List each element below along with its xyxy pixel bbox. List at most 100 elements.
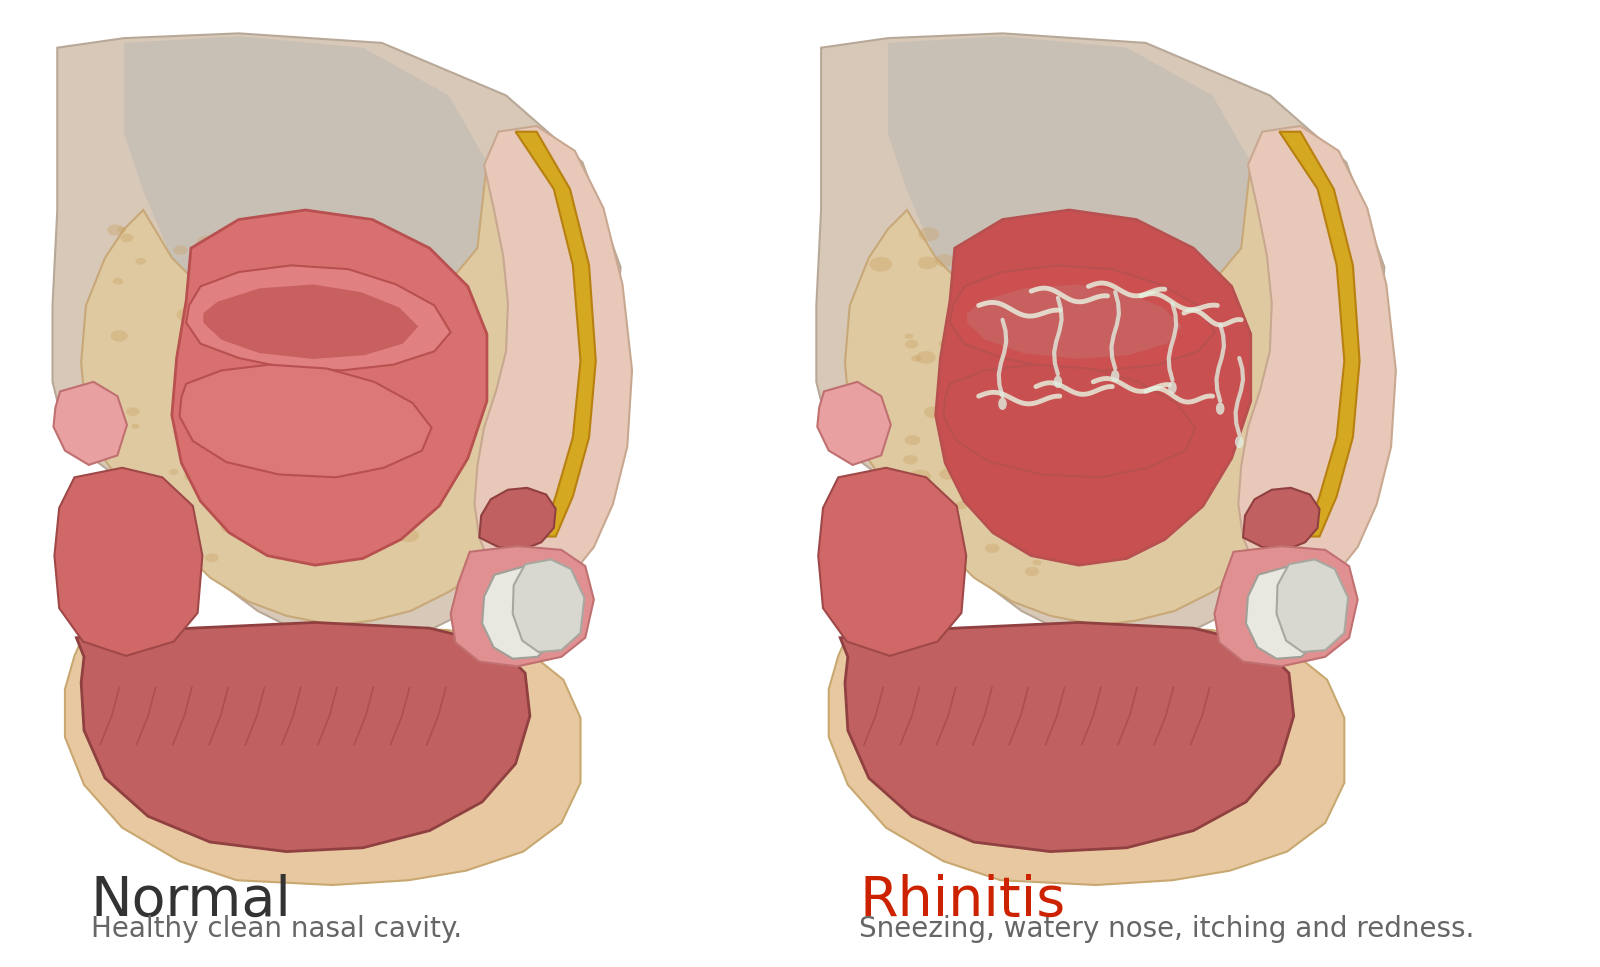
- Ellipse shape: [918, 227, 939, 241]
- Ellipse shape: [904, 334, 914, 339]
- Ellipse shape: [304, 533, 325, 546]
- Polygon shape: [451, 546, 594, 666]
- Ellipse shape: [120, 234, 133, 242]
- Ellipse shape: [142, 564, 166, 579]
- Ellipse shape: [117, 226, 126, 233]
- Ellipse shape: [938, 417, 957, 429]
- Ellipse shape: [1138, 446, 1157, 459]
- Polygon shape: [82, 133, 592, 626]
- Ellipse shape: [1032, 560, 1042, 566]
- Ellipse shape: [213, 416, 232, 427]
- Ellipse shape: [976, 242, 992, 251]
- Polygon shape: [171, 210, 486, 565]
- Ellipse shape: [173, 246, 187, 254]
- Polygon shape: [512, 560, 584, 652]
- Polygon shape: [53, 382, 126, 465]
- Ellipse shape: [309, 338, 317, 343]
- Ellipse shape: [902, 454, 918, 464]
- Ellipse shape: [1117, 491, 1128, 499]
- Ellipse shape: [269, 546, 290, 560]
- Polygon shape: [475, 126, 632, 590]
- Ellipse shape: [917, 351, 936, 364]
- Ellipse shape: [1110, 370, 1120, 382]
- Ellipse shape: [1104, 530, 1117, 538]
- Ellipse shape: [939, 469, 957, 480]
- Ellipse shape: [346, 555, 354, 560]
- Ellipse shape: [1107, 292, 1120, 300]
- Ellipse shape: [146, 479, 158, 487]
- Ellipse shape: [982, 459, 1003, 474]
- Text: Healthy clean nasal cavity.: Healthy clean nasal cavity.: [91, 915, 462, 943]
- Ellipse shape: [306, 538, 325, 549]
- Ellipse shape: [986, 543, 1000, 553]
- Ellipse shape: [398, 529, 419, 542]
- Polygon shape: [1243, 487, 1320, 550]
- Ellipse shape: [965, 425, 979, 433]
- Ellipse shape: [283, 398, 296, 406]
- Ellipse shape: [294, 540, 312, 551]
- Polygon shape: [1238, 126, 1395, 590]
- Polygon shape: [186, 265, 451, 370]
- Ellipse shape: [261, 508, 274, 517]
- Ellipse shape: [243, 305, 256, 313]
- Ellipse shape: [250, 361, 269, 373]
- Ellipse shape: [400, 493, 416, 504]
- Ellipse shape: [925, 406, 942, 419]
- Ellipse shape: [261, 466, 285, 481]
- Ellipse shape: [131, 424, 139, 429]
- Ellipse shape: [984, 228, 1002, 240]
- Ellipse shape: [107, 224, 125, 236]
- Ellipse shape: [400, 468, 408, 474]
- Polygon shape: [888, 36, 1251, 335]
- Polygon shape: [936, 210, 1251, 565]
- Ellipse shape: [115, 474, 130, 484]
- Ellipse shape: [950, 292, 970, 304]
- Ellipse shape: [1013, 494, 1022, 500]
- Polygon shape: [845, 133, 1355, 626]
- Ellipse shape: [1147, 238, 1155, 244]
- Ellipse shape: [1106, 344, 1125, 357]
- Ellipse shape: [906, 339, 918, 348]
- Ellipse shape: [942, 351, 962, 363]
- Ellipse shape: [1155, 479, 1174, 490]
- Ellipse shape: [1029, 381, 1043, 391]
- Ellipse shape: [912, 529, 933, 542]
- Ellipse shape: [400, 250, 414, 259]
- Polygon shape: [816, 33, 1384, 639]
- Ellipse shape: [136, 539, 155, 550]
- Ellipse shape: [1168, 381, 1176, 394]
- Ellipse shape: [293, 353, 312, 366]
- Ellipse shape: [909, 470, 931, 484]
- Ellipse shape: [184, 472, 198, 482]
- Ellipse shape: [1093, 415, 1109, 425]
- Ellipse shape: [938, 414, 954, 425]
- Ellipse shape: [1107, 493, 1122, 503]
- Ellipse shape: [931, 566, 952, 579]
- Ellipse shape: [918, 256, 938, 269]
- Ellipse shape: [1216, 402, 1224, 415]
- Ellipse shape: [386, 423, 403, 433]
- Ellipse shape: [986, 375, 1005, 388]
- Ellipse shape: [110, 331, 128, 341]
- Ellipse shape: [918, 522, 928, 528]
- Ellipse shape: [982, 432, 997, 440]
- Ellipse shape: [1026, 567, 1040, 576]
- Ellipse shape: [906, 435, 920, 445]
- Ellipse shape: [261, 372, 270, 379]
- Ellipse shape: [947, 366, 970, 381]
- Ellipse shape: [381, 507, 405, 522]
- Ellipse shape: [998, 397, 1006, 410]
- Ellipse shape: [1120, 265, 1134, 275]
- Polygon shape: [480, 487, 555, 550]
- Ellipse shape: [170, 469, 178, 475]
- Ellipse shape: [1160, 235, 1168, 240]
- Ellipse shape: [1136, 238, 1149, 246]
- Ellipse shape: [1053, 375, 1062, 388]
- Polygon shape: [203, 284, 418, 359]
- Ellipse shape: [869, 257, 893, 272]
- Polygon shape: [1246, 566, 1325, 659]
- Ellipse shape: [1038, 342, 1061, 356]
- Polygon shape: [515, 132, 595, 537]
- Ellipse shape: [326, 433, 349, 447]
- Ellipse shape: [205, 553, 219, 562]
